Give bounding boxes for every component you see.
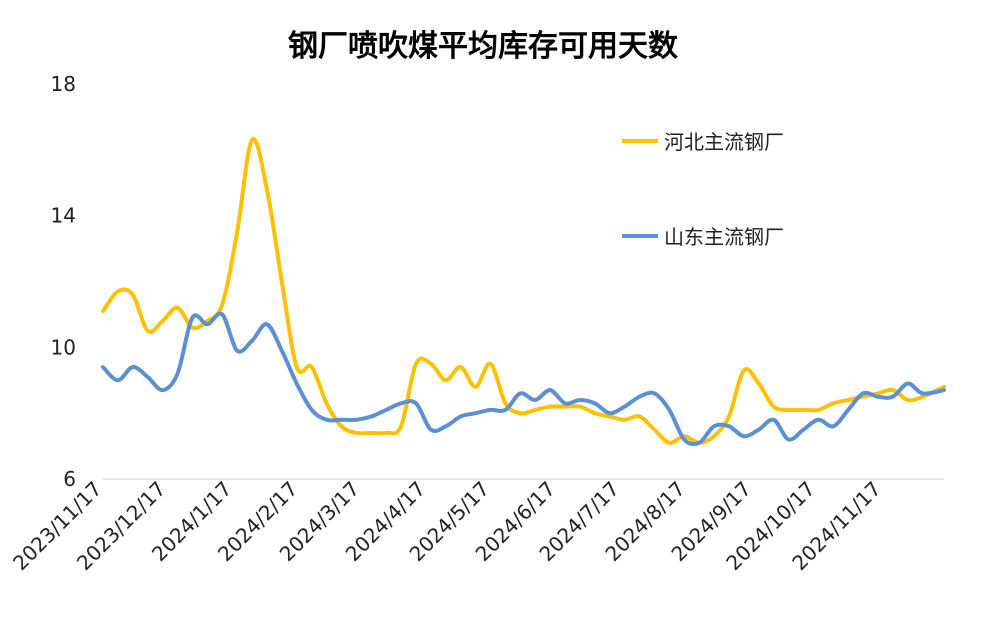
y-tick-label: 14 [51, 204, 76, 228]
y-tick-label: 6 [63, 467, 76, 491]
series-line-2 [101, 311, 946, 447]
legend-label: 山东主流钢厂 [664, 225, 784, 249]
x-axis-tick-labels: 2023/11/172023/12/172024/1/172024/2/1720… [8, 477, 886, 575]
y-tick-label: 18 [51, 72, 76, 96]
y-axis-ticks: 18 14 10 6 [51, 72, 76, 491]
y-tick-label: 10 [51, 335, 76, 359]
series-line-1 [101, 137, 946, 445]
chart-title: 钢厂喷吹煤平均库存可用天数 [288, 29, 679, 64]
legend-label: 河北主流钢厂 [664, 130, 784, 154]
series-lines [101, 137, 946, 447]
